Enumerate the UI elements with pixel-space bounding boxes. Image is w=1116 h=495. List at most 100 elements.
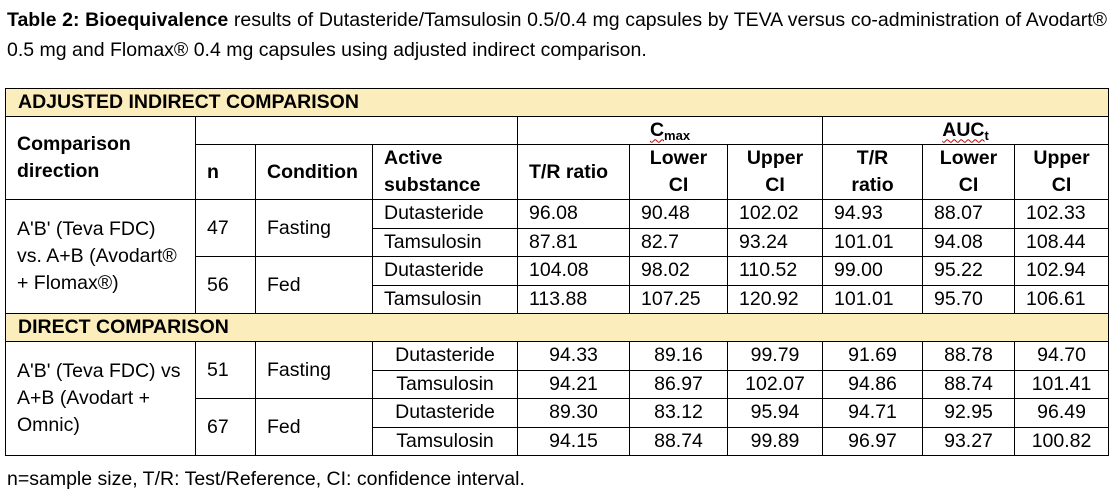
table-footnote: n=sample size, T/R: Test/Reference, CI: … — [7, 468, 525, 490]
table-row: 56 Fed Dutasteride 104.08 98.02 110.52 9… — [6, 256, 1110, 314]
cmax-tr-cell: 94.33 — [517, 341, 630, 371]
auc-lower-cell: 92.95 — [922, 398, 1015, 428]
cmax-upper-cell: 102.07 — [727, 369, 823, 399]
cmax-upper-cell: 93.24 — [727, 227, 823, 257]
cmax-lower-cell: 82.7 — [629, 227, 728, 257]
auc-tr-cell: 96.97 — [822, 426, 923, 456]
cmax-tr-cell: 89.30 — [517, 398, 630, 428]
cmax-lower-cell: 89.16 — [629, 341, 728, 371]
header-auc-upper-ci: Upper CI — [1013, 144, 1110, 200]
auc-tr-cell: 94.86 — [822, 369, 923, 399]
table-row: 67 Fed Dutasteride 89.30 83.12 95.94 94.… — [6, 398, 1110, 456]
adjusted-condition-fed: Fed — [255, 256, 373, 314]
header-cmax-sub: max — [664, 127, 691, 143]
auc-tr-cell: 94.93 — [822, 199, 923, 229]
auc-lower-cell: 88.07 — [922, 199, 1015, 229]
header-auc-lower-ci: Lower CI — [922, 144, 1015, 200]
header-auc: AUCt — [821, 116, 1110, 145]
table-caption: Table 2: Bioequivalence results of Dutas… — [7, 5, 1107, 65]
header-blank — [195, 116, 518, 145]
auc-tr-cell: 94.71 — [822, 398, 923, 428]
header-row-bottom: n Condition Active substance T/R ratio L… — [6, 144, 1110, 200]
cmax-lower-cell: 86.97 — [629, 369, 728, 399]
cmax-tr-cell: 87.81 — [517, 227, 630, 257]
header-auc-sub: t — [984, 127, 989, 143]
substance-cell: Tamsulosin — [372, 369, 518, 399]
auc-upper-cell: 101.41 — [1013, 369, 1110, 399]
header-auc-main: AUC — [942, 118, 985, 141]
cmax-upper-cell: 102.02 — [727, 199, 823, 229]
auc-lower-cell: 95.22 — [922, 256, 1015, 286]
table-row: A'B' (Teva FDC) vs. A+B (Avodart® + Flom… — [5, 199, 1110, 314]
header-row-top: Comparison direction Cmax AUCt — [5, 116, 1110, 200]
cmax-tr-cell: 96.08 — [517, 199, 630, 229]
section-adjusted-indirect: ADJUSTED INDIRECT COMPARISON — [4, 88, 1110, 117]
section-direct: DIRECT COMPARISON — [4, 313, 1110, 342]
header-cmax-tr-ratio: T/R ratio — [517, 144, 630, 200]
auc-lower-cell: 88.78 — [922, 341, 1015, 371]
table-row: Tamsulosin 87.81 82.7 93.24 101.01 94.08… — [6, 227, 1110, 257]
substance-cell: Dutasteride — [372, 256, 518, 286]
auc-lower-cell: 93.27 — [922, 426, 1015, 456]
section-header-row: DIRECT COMPARISON — [4, 313, 1110, 342]
cmax-tr-cell: 104.08 — [517, 256, 630, 286]
auc-upper-cell: 100.82 — [1013, 426, 1110, 456]
substance-cell: Dutasteride — [372, 341, 518, 371]
cmax-lower-cell: 88.74 — [629, 426, 728, 456]
header-cmax: Cmax — [517, 116, 823, 145]
cmax-lower-cell: 98.02 — [629, 256, 728, 286]
header-n: n — [195, 144, 256, 200]
caption-bold-title: Bioequivalence — [85, 9, 229, 31]
substance-cell: Dutasteride — [372, 199, 518, 229]
header-comparison-direction: Comparison direction — [5, 116, 196, 200]
cmax-upper-cell: 99.79 — [727, 341, 823, 371]
header-cmax-lower-ci: Lower CI — [629, 144, 728, 200]
header-auc-label: AUCt — [942, 118, 989, 143]
header-cmax-label: Cmax — [650, 119, 691, 143]
bioequivalence-table: ADJUSTED INDIRECT COMPARISON Comparison … — [4, 88, 1110, 456]
header-active-substance: Active substance — [372, 144, 518, 200]
cmax-lower-cell: 90.48 — [629, 199, 728, 229]
cmax-tr-cell: 113.88 — [517, 284, 630, 314]
auc-upper-cell: 94.70 — [1013, 341, 1110, 371]
caption-text: results of Dutasteride/Tamsulosin 0.5/0.… — [7, 9, 1108, 61]
cmax-upper-cell: 95.94 — [727, 398, 823, 428]
cmax-lower-cell: 107.25 — [629, 284, 728, 314]
direct-comparison-direction: A'B' (Teva FDC) vs A+B (Avodart + Omnic) — [5, 341, 196, 456]
cmax-upper-cell: 99.89 — [727, 426, 823, 456]
table-row: A'B' (Teva FDC) vs A+B (Avodart + Omnic)… — [5, 341, 1110, 456]
auc-upper-cell: 106.61 — [1013, 284, 1110, 314]
caption-label: Table 2: — [7, 9, 80, 31]
cmax-tr-cell: 94.21 — [517, 369, 630, 399]
substance-cell: Tamsulosin — [372, 227, 518, 257]
adjusted-n-fed: 56 — [195, 256, 256, 314]
substance-cell: Dutasteride — [372, 398, 518, 428]
auc-lower-cell: 94.08 — [922, 227, 1015, 257]
header-cmax-upper-ci: Upper CI — [727, 144, 823, 200]
cmax-lower-cell: 83.12 — [629, 398, 728, 428]
auc-upper-cell: 108.44 — [1013, 227, 1110, 257]
adjusted-comparison-direction: A'B' (Teva FDC) vs. A+B (Avodart® + Flom… — [5, 199, 196, 314]
auc-tr-cell: 101.01 — [822, 284, 923, 314]
substance-cell: Tamsulosin — [372, 284, 518, 314]
adjusted-n-fasting: 47 — [195, 199, 256, 257]
auc-lower-cell: 88.74 — [922, 369, 1015, 399]
header-auc-tr-ratio: T/R ratio — [822, 144, 923, 200]
auc-upper-cell: 96.49 — [1013, 398, 1110, 428]
table-row: Tamsulosin 113.88 107.25 120.92 101.01 9… — [6, 284, 1110, 314]
adjusted-condition-fasting: Fasting — [255, 199, 373, 257]
auc-lower-cell: 95.70 — [922, 284, 1015, 314]
auc-tr-cell: 101.01 — [822, 227, 923, 257]
section-header-row: ADJUSTED INDIRECT COMPARISON — [4, 88, 1110, 117]
auc-upper-cell: 102.94 — [1013, 256, 1110, 286]
direct-condition-fed: Fed — [255, 398, 373, 456]
cmax-upper-cell: 110.52 — [727, 256, 823, 286]
auc-upper-cell: 102.33 — [1013, 199, 1110, 229]
auc-tr-cell: 99.00 — [822, 256, 923, 286]
header-condition: Condition — [255, 144, 373, 200]
direct-n-fed: 67 — [195, 398, 256, 456]
table-row: Tamsulosin 94.15 88.74 99.89 96.97 93.27… — [6, 426, 1110, 456]
cmax-tr-cell: 94.15 — [517, 426, 630, 456]
auc-tr-cell: 91.69 — [822, 341, 923, 371]
cmax-upper-cell: 120.92 — [727, 284, 823, 314]
